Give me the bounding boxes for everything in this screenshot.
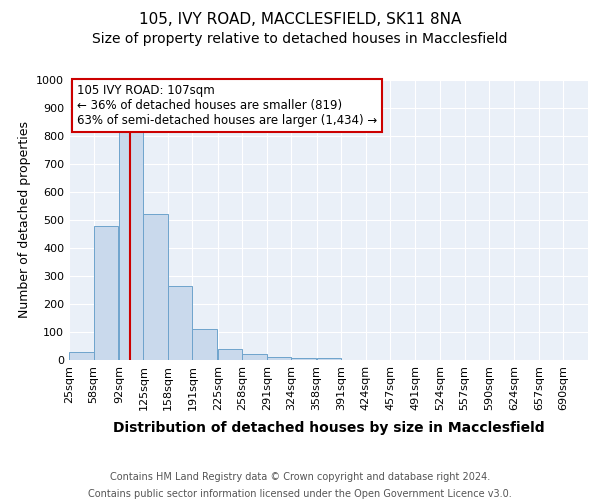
- Bar: [119, 130, 143, 360]
- Text: Contains HM Land Registry data © Crown copyright and database right 2024.: Contains HM Land Registry data © Crown c…: [110, 472, 490, 482]
- X-axis label: Distribution of detached houses by size in Macclesfield: Distribution of detached houses by size …: [113, 421, 544, 435]
- Bar: [94, 226, 118, 360]
- Bar: [143, 214, 168, 360]
- Bar: [69, 352, 94, 360]
- Bar: [193, 329, 217, 360]
- Bar: [317, 358, 341, 360]
- Bar: [267, 356, 292, 360]
- Text: Contains public sector information licensed under the Open Government Licence v3: Contains public sector information licen…: [88, 489, 512, 499]
- Bar: [292, 358, 316, 360]
- Bar: [168, 286, 193, 360]
- Text: 105 IVY ROAD: 107sqm
← 36% of detached houses are smaller (819)
63% of semi-deta: 105 IVY ROAD: 107sqm ← 36% of detached h…: [77, 84, 377, 127]
- Text: Size of property relative to detached houses in Macclesfield: Size of property relative to detached ho…: [92, 32, 508, 46]
- Y-axis label: Number of detached properties: Number of detached properties: [17, 122, 31, 318]
- Text: 105, IVY ROAD, MACCLESFIELD, SK11 8NA: 105, IVY ROAD, MACCLESFIELD, SK11 8NA: [139, 12, 461, 28]
- Bar: [242, 354, 267, 360]
- Bar: [218, 350, 242, 360]
